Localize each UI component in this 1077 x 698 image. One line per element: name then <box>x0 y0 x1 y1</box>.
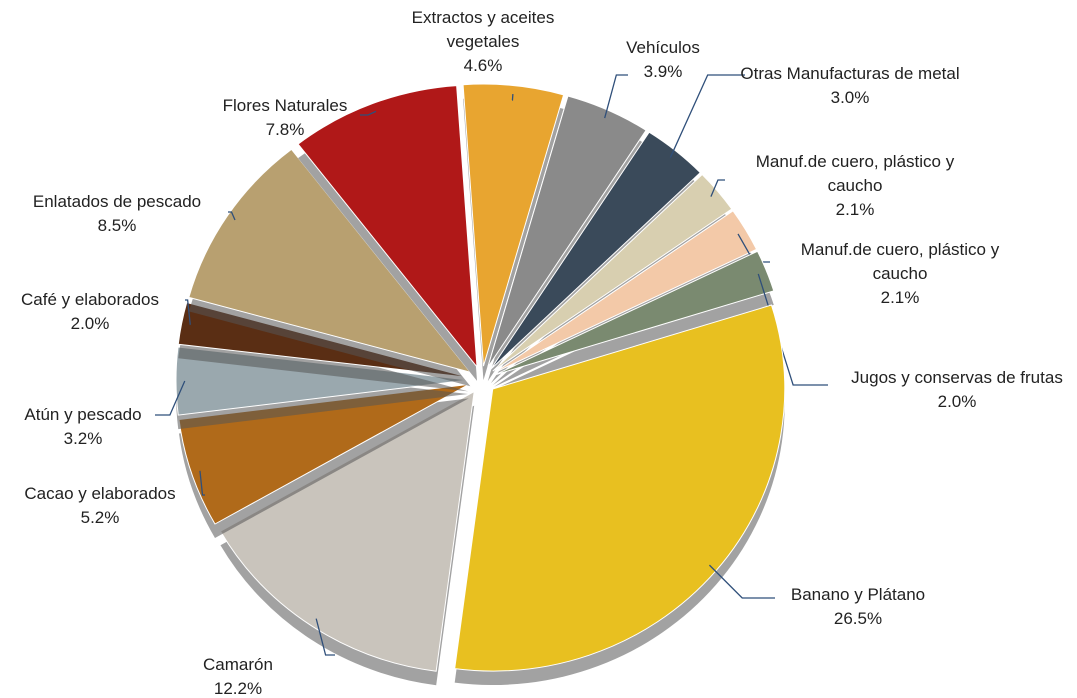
value-label: 3.2% <box>63 429 103 448</box>
category-name: Camarón <box>203 655 273 674</box>
pie-slice <box>494 250 775 376</box>
category-name: Banano y Plátano <box>790 585 926 604</box>
leader-line <box>669 74 745 158</box>
value-label: 2.0% <box>937 392 977 411</box>
slice-label: Camarón 12.2% <box>178 653 298 698</box>
category-name: Manuf.de cuero, plástico y caucho <box>755 152 955 195</box>
value-label: 4.6% <box>463 56 503 75</box>
category-name: Manuf.de cuero, plástico y caucho <box>800 240 1000 283</box>
slice-label: Vehículos 3.9% <box>603 36 723 84</box>
slice-label: Enlatados de pescado 8.5% <box>7 190 227 238</box>
slice-label: Jugos y conservas de frutas 2.0% <box>827 366 1077 414</box>
leader-line <box>199 470 205 496</box>
leader-line <box>315 618 335 656</box>
pie-slice <box>462 83 565 367</box>
category-name: Atún y pescado <box>24 405 142 424</box>
slice-label: Extractos y aceites vegetales 4.6% <box>398 6 568 78</box>
category-name: Otras Manufacturas de metal <box>740 64 960 83</box>
category-name: Café y elaborados <box>21 290 159 309</box>
value-label: 5.2% <box>80 508 120 527</box>
value-label: 3.0% <box>830 88 870 107</box>
leader-line <box>710 179 725 197</box>
value-label: 3.9% <box>643 62 683 81</box>
pie-slice <box>297 85 478 369</box>
pie-slice <box>493 210 758 374</box>
slice-label: Manuf.de cuero, plástico y caucho 2.1% <box>730 150 980 222</box>
leader-line <box>604 74 628 119</box>
value-label: 2.1% <box>835 200 875 219</box>
category-name: Vehículos <box>626 38 700 57</box>
slice-label: Flores Naturales 7.8% <box>205 94 365 142</box>
leader-line <box>155 380 186 416</box>
value-label: 12.2% <box>213 679 263 698</box>
pie-slice <box>219 390 475 672</box>
category-name: Flores Naturales <box>222 96 348 115</box>
value-label: 2.1% <box>880 288 920 307</box>
slice-label: Otras Manufacturas de metal 3.0% <box>740 62 960 110</box>
value-label: 7.8% <box>265 120 305 139</box>
pie-slice <box>490 131 701 370</box>
slice-label: Cacao y elaborados 5.2% <box>0 482 200 530</box>
leader-line <box>360 110 377 116</box>
slice-label: Café y elaborados 2.0% <box>0 288 180 336</box>
value-label: 26.5% <box>833 609 883 628</box>
leader-line <box>708 564 775 599</box>
leader-line <box>511 93 514 101</box>
value-label: 2.0% <box>70 314 110 333</box>
slice-label: Banano y Plátano 26.5% <box>768 583 948 631</box>
value-label: 8.5% <box>97 216 137 235</box>
slice-label: Atún y pescado 3.2% <box>13 403 153 451</box>
leader-line <box>228 211 236 221</box>
category-name: Jugos y conservas de frutas <box>851 368 1063 387</box>
category-name: Cacao y elaborados <box>24 484 176 503</box>
slice-label: Manuf.de cuero, plástico y caucho 2.1% <box>775 238 1025 310</box>
pie-slice <box>188 148 472 374</box>
pie-slice <box>454 304 786 672</box>
category-name: Enlatados de pescado <box>32 192 202 211</box>
category-name: Extractos y aceites vegetales <box>411 8 555 51</box>
pie-slice <box>492 173 733 372</box>
pie-slice <box>487 95 647 368</box>
leader-line <box>185 299 191 325</box>
